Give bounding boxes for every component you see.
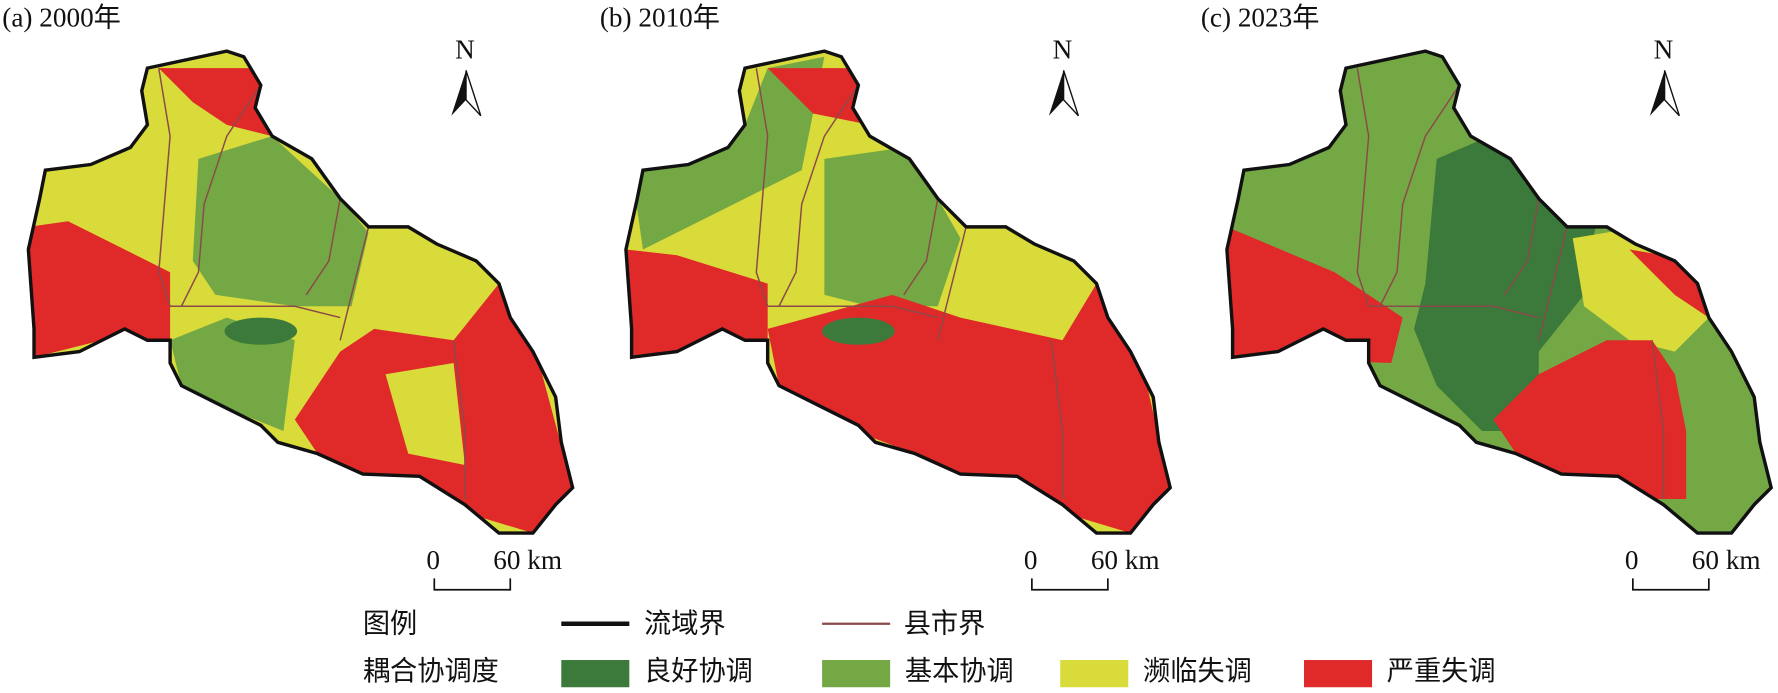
county-boundary	[170, 305, 341, 319]
north-arrow	[1663, 70, 1680, 117]
legend-swatch	[1060, 660, 1129, 688]
north-label: N	[1654, 34, 1674, 64]
map-region	[158, 68, 273, 137]
map-region	[824, 147, 961, 307]
map-region	[631, 56, 825, 250]
scale-label: 0	[1625, 545, 1639, 575]
legend-swatch	[1304, 660, 1373, 688]
scale-bar	[1031, 578, 1109, 591]
map-panel: (a) 2000年 N 0 60 km	[2, 3, 575, 591]
basin-boundary	[624, 49, 1173, 535]
county-boundary	[158, 67, 171, 307]
county-boundary	[1538, 226, 1568, 341]
map-region	[224, 317, 298, 345]
legend-title: 耦合协调度	[363, 656, 499, 686]
scale-label: 0	[1024, 545, 1038, 575]
scale-bar	[1632, 578, 1710, 591]
county-boundary	[180, 84, 262, 307]
north-arrow	[451, 70, 467, 116]
panel-title: (b) 2010年	[600, 3, 720, 33]
legend: 图例 流域界 县市界 耦合协调度	[363, 608, 985, 686]
map-panel: (c) 2023年 N 0 60 km	[1201, 3, 1774, 591]
basin-boundary	[1225, 49, 1774, 535]
map-region	[192, 136, 369, 307]
county-boundary	[1356, 67, 1370, 307]
north-label: N	[455, 34, 475, 64]
county-boundary	[305, 198, 341, 296]
county-boundary	[767, 305, 938, 319]
scale-label: 60 km	[1091, 545, 1160, 575]
scale-label: 60 km	[1692, 545, 1761, 575]
north-arrow	[1048, 70, 1064, 116]
map-region	[822, 317, 895, 345]
county-boundary	[1379, 84, 1460, 307]
legend-swatch	[561, 660, 630, 688]
map-region	[28, 221, 171, 358]
map-region	[1226, 226, 1403, 363]
panel-title: (a) 2000年	[2, 3, 121, 33]
north-arrow	[1062, 70, 1080, 117]
map-region	[385, 362, 465, 465]
legend-label: 严重失调	[1387, 656, 1496, 686]
county-boundary	[778, 84, 859, 307]
county-boundary	[339, 226, 370, 341]
legend-label: 县市界	[904, 608, 986, 638]
scale-label: 60 km	[493, 545, 562, 575]
legend-label: 良好协调	[644, 656, 753, 686]
map-region	[767, 68, 870, 125]
legend-title: 图例	[363, 608, 417, 638]
map-panel: (b) 2010年 N 0 60 km	[600, 3, 1173, 591]
county-boundary	[1504, 198, 1540, 296]
county-boundary	[1651, 340, 1665, 500]
legend-label: 基本协调	[905, 656, 1014, 686]
county-boundary	[452, 340, 466, 500]
panel-title: (c) 2023年	[1201, 3, 1320, 33]
scale-bar	[433, 578, 512, 591]
map-region	[170, 317, 295, 431]
legend-swatch	[822, 660, 891, 688]
county-boundary	[1368, 305, 1539, 319]
north-arrow	[465, 70, 482, 117]
scale-label: 0	[426, 545, 440, 575]
north-arrow	[1649, 70, 1665, 116]
county-boundary	[903, 198, 939, 296]
map-region	[1493, 340, 1687, 500]
county-boundary	[937, 226, 967, 341]
map-region	[625, 249, 768, 358]
north-label: N	[1053, 34, 1073, 64]
legend-label: 濒临失调	[1143, 656, 1252, 686]
legend-label: 流域界	[644, 608, 726, 638]
county-boundary	[755, 67, 769, 307]
county-boundary	[1050, 340, 1064, 500]
map	[625, 51, 1171, 534]
basin-boundary	[26, 49, 575, 535]
map-region	[767, 283, 1171, 534]
map	[1226, 51, 1772, 534]
map	[28, 51, 573, 534]
